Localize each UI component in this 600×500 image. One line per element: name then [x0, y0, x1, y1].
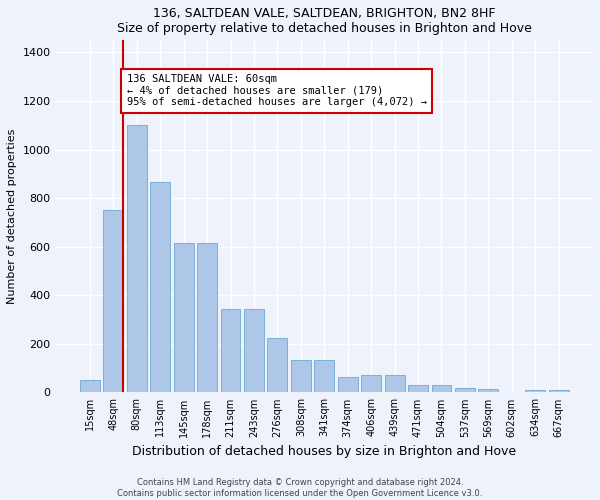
- Bar: [127, 126, 147, 392]
- Bar: [455, 388, 475, 392]
- Text: Contains HM Land Registry data © Crown copyright and database right 2024.
Contai: Contains HM Land Registry data © Crown c…: [118, 478, 482, 498]
- Bar: [173, 243, 194, 392]
- X-axis label: Distribution of detached houses by size in Brighton and Hove: Distribution of detached houses by size …: [132, 445, 517, 458]
- Bar: [103, 210, 123, 392]
- Bar: [338, 376, 358, 392]
- Bar: [548, 390, 569, 392]
- Bar: [291, 360, 311, 392]
- Bar: [221, 308, 241, 392]
- Bar: [244, 308, 264, 392]
- Bar: [197, 243, 217, 392]
- Bar: [385, 376, 404, 392]
- Bar: [525, 390, 545, 392]
- Bar: [361, 376, 381, 392]
- Bar: [80, 380, 100, 392]
- Bar: [408, 385, 428, 392]
- Y-axis label: Number of detached properties: Number of detached properties: [7, 128, 17, 304]
- Bar: [431, 385, 451, 392]
- Bar: [478, 389, 499, 392]
- Bar: [150, 182, 170, 392]
- Title: 136, SALTDEAN VALE, SALTDEAN, BRIGHTON, BN2 8HF
Size of property relative to det: 136, SALTDEAN VALE, SALTDEAN, BRIGHTON, …: [117, 7, 532, 35]
- Bar: [314, 360, 334, 392]
- Bar: [268, 338, 287, 392]
- Text: 136 SALTDEAN VALE: 60sqm
← 4% of detached houses are smaller (179)
95% of semi-d: 136 SALTDEAN VALE: 60sqm ← 4% of detache…: [127, 74, 427, 108]
